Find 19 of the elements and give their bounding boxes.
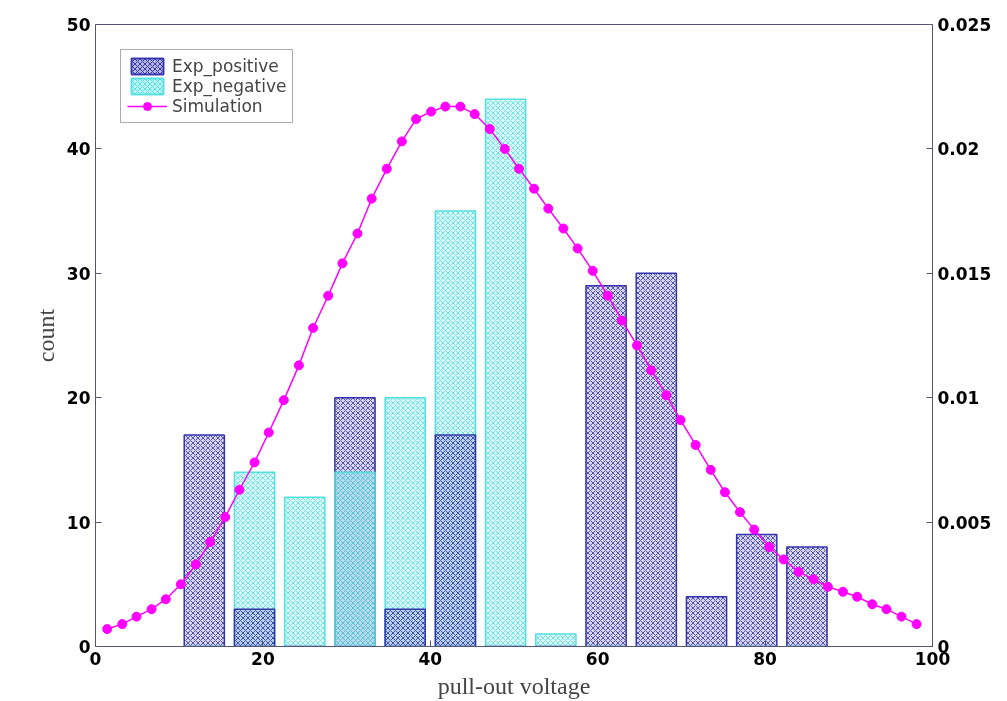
legend-label: Simulation <box>172 96 263 116</box>
legend-label: Exp_negative <box>172 76 287 96</box>
y-tick-label: 30 <box>66 263 91 284</box>
x-tick-label: 40 <box>418 648 443 669</box>
y2-tick-label: 0.02 <box>937 139 980 160</box>
y2-tick-label: 0.005 <box>937 512 992 533</box>
x-tick-label: 80 <box>753 648 778 669</box>
y-tick-label: 40 <box>66 139 91 160</box>
y-tick-label: 20 <box>66 388 91 409</box>
legend-label: Exp_positive <box>172 56 279 76</box>
y2-tick-label: 0.01 <box>937 388 980 409</box>
y2-tick-label: 0.025 <box>937 15 992 35</box>
y-tick-label: 10 <box>66 512 91 533</box>
x-tick-label: 60 <box>585 648 610 669</box>
y-tick-label: 50 <box>66 15 91 35</box>
y-axis-title: count <box>32 308 59 363</box>
x-tick-label: 20 <box>251 648 275 669</box>
y2-tick-label: 0.015 <box>937 263 992 284</box>
x-axis-title: pull-out voltage <box>437 672 591 699</box>
